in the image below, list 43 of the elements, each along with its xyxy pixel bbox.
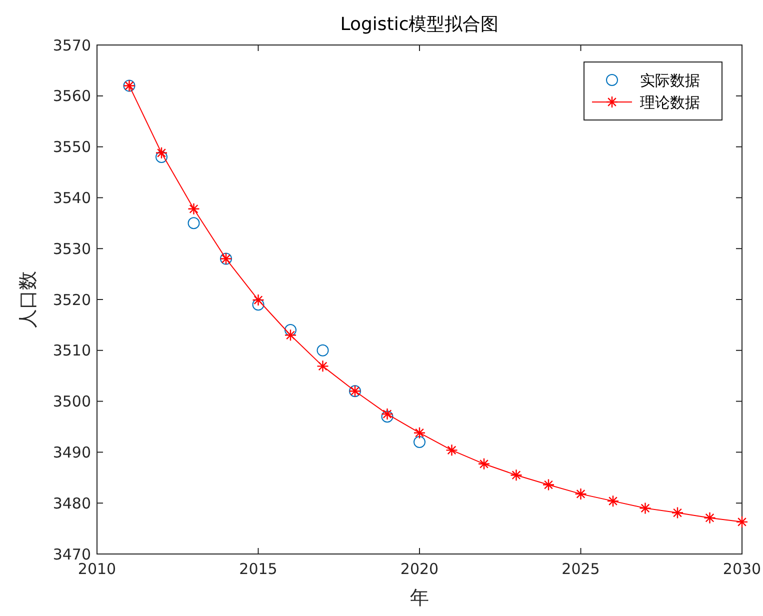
y-tick-label: 3550	[52, 138, 91, 156]
point	[671, 506, 684, 519]
point	[381, 410, 394, 423]
point	[704, 512, 716, 524]
point	[381, 408, 394, 420]
point	[316, 344, 329, 356]
point	[542, 478, 555, 491]
legend-label: 理论数据	[640, 93, 700, 112]
point	[574, 488, 587, 500]
point	[156, 150, 168, 163]
point	[316, 360, 329, 372]
point	[188, 217, 200, 230]
point	[284, 324, 296, 336]
y-tick-label: 3560	[52, 87, 91, 106]
y-tick-label: 3480	[52, 494, 91, 512]
x-axis-title: 年	[410, 587, 429, 609]
point	[413, 426, 426, 439]
point	[510, 469, 522, 482]
point	[414, 436, 426, 448]
y-tick-label: 3530	[52, 240, 91, 258]
y-axis-title: 人口数	[17, 271, 39, 328]
y-tick-label: 3510	[52, 342, 91, 360]
y-tick-label: 3490	[52, 443, 91, 462]
point	[188, 202, 200, 215]
point	[252, 298, 264, 311]
y-tick-label: 3520	[52, 290, 91, 309]
point	[155, 146, 168, 160]
point	[736, 516, 748, 528]
y-tick-label: 3500	[52, 392, 91, 411]
point	[478, 458, 490, 470]
x-tick-label: 2025	[562, 560, 600, 578]
y-tick-label: 3540	[52, 188, 91, 207]
point	[446, 444, 458, 456]
x-tick-label: 2030	[722, 560, 762, 578]
x-tick-label: 2020	[400, 560, 439, 578]
point	[639, 502, 652, 514]
point	[284, 329, 297, 342]
point	[252, 294, 264, 306]
x-tick-label: 2015	[239, 560, 278, 578]
chart-title: Logistic模型拟合图	[340, 14, 499, 35]
y-tick-label: 3570	[52, 36, 91, 54]
point	[606, 494, 620, 508]
legend-label: 实际数据	[640, 71, 700, 90]
